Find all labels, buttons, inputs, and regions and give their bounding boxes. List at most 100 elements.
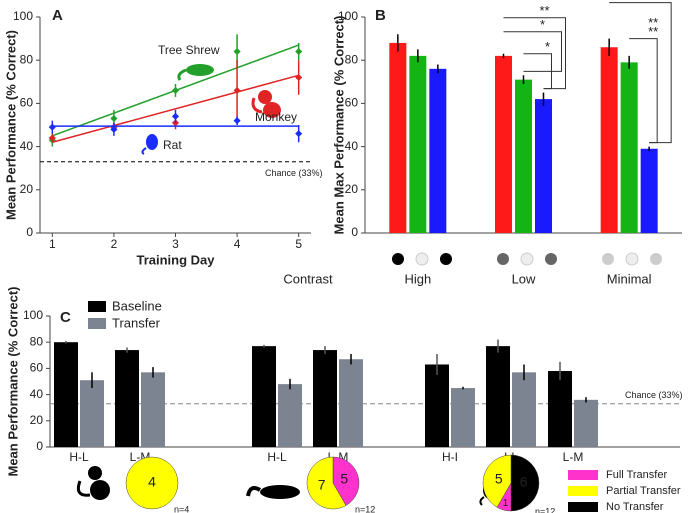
bar	[535, 99, 552, 233]
sig-label: *	[540, 17, 545, 32]
y-tick-label: 20	[345, 182, 359, 196]
point	[295, 48, 303, 56]
legend-swatch	[88, 301, 106, 312]
bar	[515, 79, 532, 233]
contrast-icons	[392, 252, 662, 266]
bar	[620, 62, 638, 233]
panel-label: A	[52, 7, 63, 24]
y-tick-label: 0	[351, 225, 358, 239]
y-tick-label: 0	[26, 225, 33, 239]
pie-n-label: n=12	[535, 506, 555, 513]
sig-bracket	[503, 31, 562, 72]
bar	[313, 350, 337, 447]
pie-n-label: n=4	[174, 504, 189, 513]
y-tick-label: 80	[345, 52, 359, 66]
bar	[495, 55, 512, 233]
point	[171, 112, 180, 120]
y-axis-label: Mean Max Performance (% Correct)	[331, 16, 346, 235]
x-axis-label: Training Day	[136, 252, 215, 267]
pie-label: 6	[520, 474, 528, 490]
y-tick-label: 40	[345, 139, 359, 153]
pie-label: 1	[503, 498, 509, 509]
sig-bracket	[629, 38, 658, 144]
sig-bracket	[523, 53, 552, 90]
series-label: Rat	[163, 138, 182, 152]
bar	[600, 47, 618, 233]
bar	[409, 55, 427, 233]
bar	[80, 380, 104, 447]
x-tick-label: 2	[111, 237, 118, 251]
pie-slice	[125, 456, 179, 510]
bar	[389, 42, 407, 233]
y-tick-label: 0	[36, 439, 43, 453]
x-axis-label: Contrast	[283, 271, 333, 286]
pie-n-label: n=12	[355, 504, 375, 513]
bar	[512, 372, 536, 447]
point	[110, 114, 118, 123]
pie-label: 4	[148, 474, 156, 490]
y-tick-label: 60	[30, 361, 44, 375]
legend-swatch	[568, 486, 598, 496]
pie-slice	[510, 454, 540, 512]
sig-label: *	[545, 39, 550, 54]
y-tick-label: 60	[20, 96, 34, 110]
pie-slice	[482, 454, 512, 508]
legend-label: Partial Transfer	[606, 485, 681, 497]
x-tick-label: Low	[512, 271, 536, 286]
x-tick-label: High	[404, 271, 431, 286]
pie-label: 7	[318, 477, 326, 493]
sig-label: **	[648, 24, 658, 39]
legend-label: Transfer	[112, 315, 161, 330]
x-tick-label: 1	[49, 237, 56, 251]
bar	[429, 68, 447, 233]
x-tick-label: L-M	[563, 450, 584, 464]
x-tick-label: 4	[234, 237, 241, 251]
bar	[115, 350, 139, 447]
legend-swatch	[568, 502, 598, 512]
point	[48, 134, 56, 142]
point	[171, 86, 180, 94]
bar	[425, 364, 449, 447]
point	[295, 73, 303, 82]
point	[233, 117, 241, 125]
chance-label: Chance (33%)	[625, 390, 683, 400]
point	[48, 123, 56, 131]
y-tick-label: 100	[23, 308, 43, 322]
y-tick-label: 20	[30, 413, 44, 427]
bar	[451, 388, 475, 447]
bar	[640, 148, 658, 233]
pie-slice	[332, 456, 360, 506]
y-tick-label: 100	[338, 9, 358, 23]
point	[233, 48, 241, 56]
x-tick-label: 3	[172, 237, 179, 251]
sig-bracket	[503, 17, 566, 90]
x-tick-label: H-L	[267, 450, 287, 464]
x-tick-label: H-L	[69, 450, 89, 464]
y-axis-label: Mean Performance (% Correct)	[3, 30, 18, 220]
x-tick-label: 5	[295, 237, 302, 251]
y-tick-label: 40	[30, 387, 44, 401]
fit-line	[52, 74, 299, 144]
panel-label: B	[375, 7, 386, 24]
sig-label: **	[645, 0, 655, 3]
legend-label: Full Transfer	[606, 469, 667, 481]
series-label: Tree Shrew	[158, 43, 220, 57]
bar	[574, 399, 598, 447]
bar	[548, 371, 572, 447]
pie-slice	[306, 456, 347, 510]
y-tick-label: 80	[20, 52, 34, 66]
bar	[278, 384, 302, 447]
sig-label: **	[648, 15, 658, 30]
series-label: Monkey	[255, 110, 297, 124]
bar	[252, 346, 276, 447]
pie-label: 5	[340, 471, 348, 487]
y-tick-label: 60	[345, 96, 359, 110]
pie-label: 5	[495, 470, 503, 486]
panel-label: C	[60, 309, 71, 326]
sig-label: **	[539, 3, 549, 18]
y-axis-label: Mean Performance (% Correct)	[5, 287, 20, 477]
x-tick-label: Minimal	[607, 271, 652, 286]
y-tick-label: 40	[20, 139, 34, 153]
legend-swatch	[568, 470, 598, 480]
legend-label: Baseline	[112, 298, 162, 313]
